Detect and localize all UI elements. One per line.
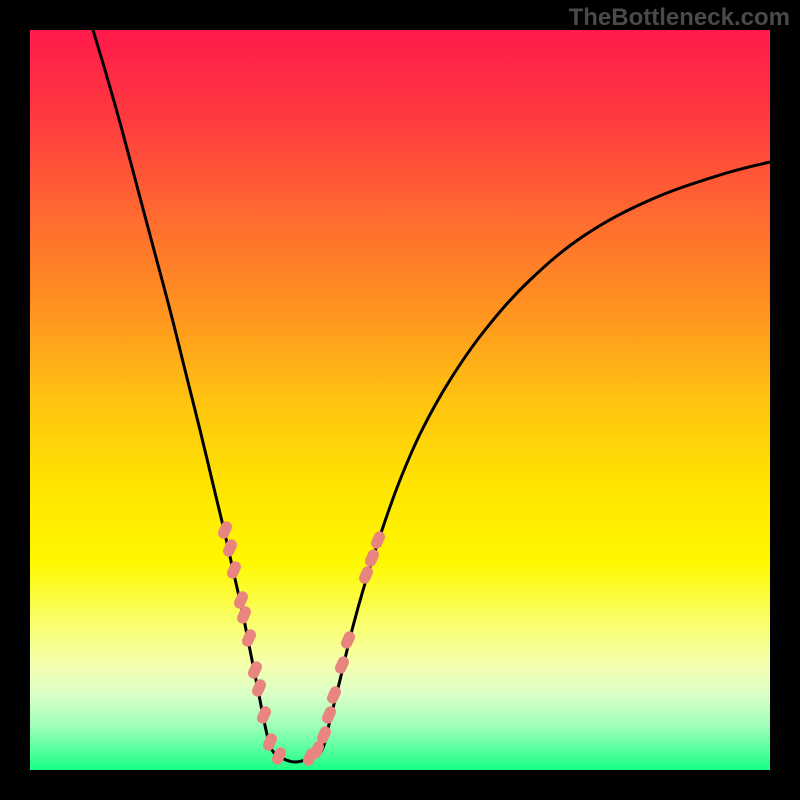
plot-area bbox=[30, 30, 770, 770]
watermark-text: TheBottleneck.com bbox=[569, 4, 790, 32]
gradient-background bbox=[30, 30, 770, 770]
